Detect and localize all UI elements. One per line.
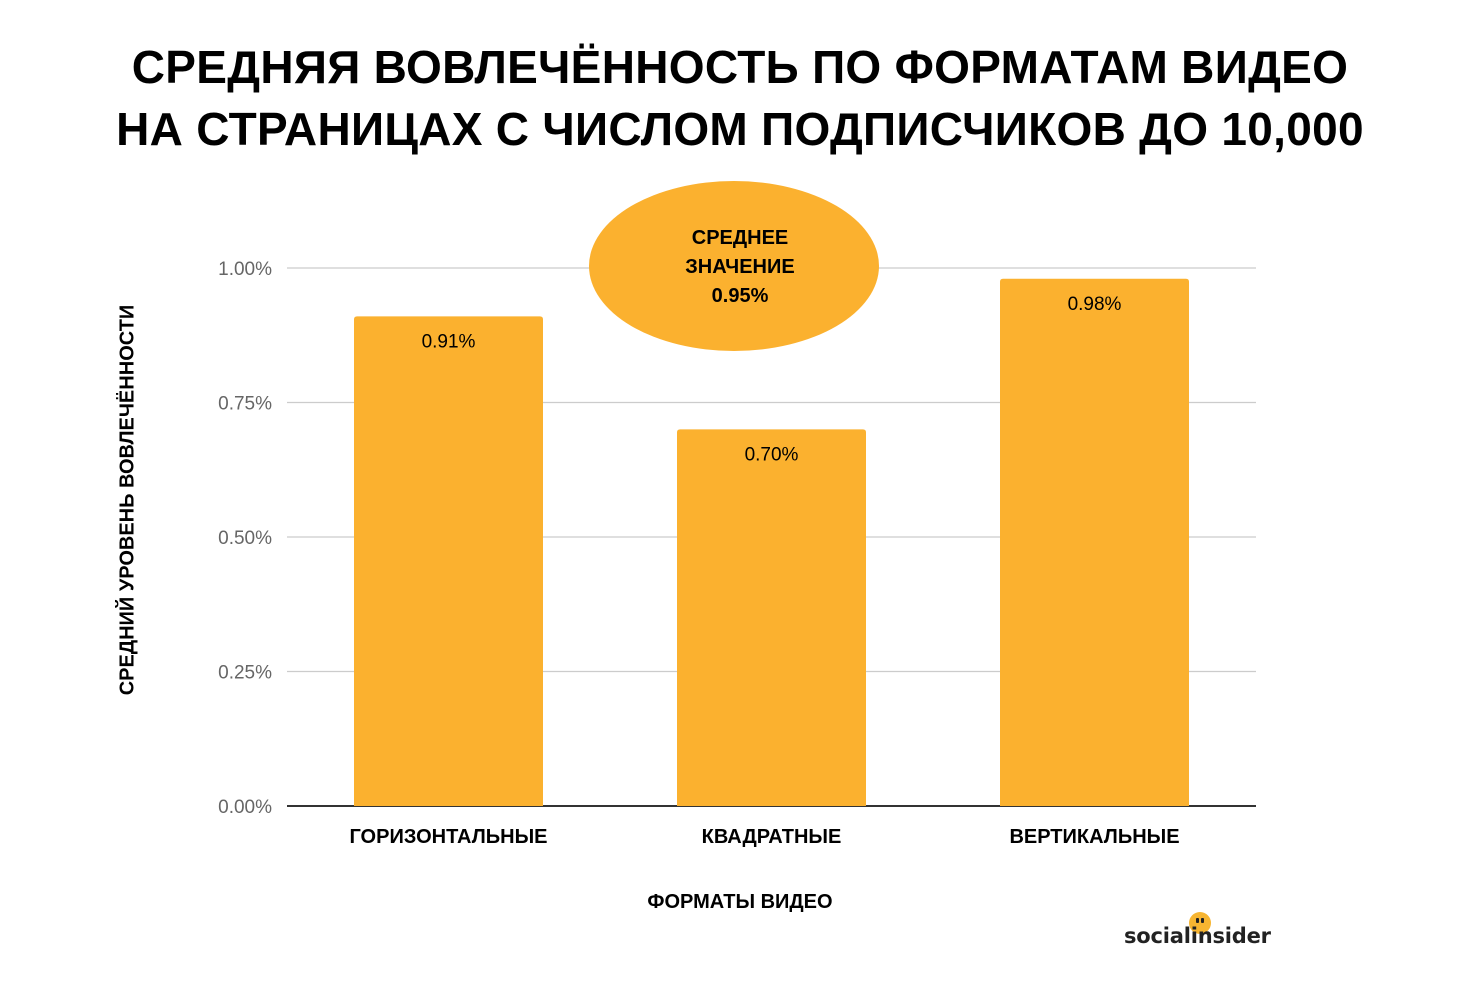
average-annotation-text: ЗНАЧЕНИЕ bbox=[685, 256, 794, 278]
bar bbox=[1000, 278, 1189, 806]
average-annotation-text: СРЕДНЕЕ bbox=[692, 227, 789, 249]
bar bbox=[677, 429, 866, 806]
chart-title: СРЕДНЯЯ ВОВЛЕЧЁННОСТЬ ПО ФОРМАТАМ ВИДЕО … bbox=[0, 36, 1480, 160]
x-axis-categories: ГОРИЗОНТАЛЬНЫЕ КВАДРАТНЫЕ ВЕРТИКАЛЬНЫЕ bbox=[349, 826, 1179, 848]
y-axis-ticks: 0.00% 0.25% 0.50% 0.75% 1.00% bbox=[218, 259, 272, 818]
bar-value-label: 0.91% bbox=[422, 331, 476, 352]
chart-title-line-2: НА СТРАНИЦАХ С ЧИСЛОМ ПОДПИСЧИКОВ ДО 10,… bbox=[116, 103, 1364, 155]
y-tick-label: 0.50% bbox=[218, 528, 272, 549]
logo-text: socialinsider bbox=[1124, 924, 1271, 948]
average-annotation-text: 0.95% bbox=[712, 285, 769, 307]
logo-face-icon bbox=[1189, 912, 1211, 934]
y-tick-label: 0.25% bbox=[218, 663, 272, 684]
average-ellipse bbox=[589, 181, 879, 351]
category-label: ВЕРТИКАЛЬНЫЕ bbox=[1009, 826, 1179, 848]
average-annotation: СРЕДНЕЕ ЗНАЧЕНИЕ 0.95% bbox=[589, 181, 879, 351]
data-labels: 0.91% 0.70% 0.98% bbox=[422, 294, 1122, 466]
socialinsider-logo: socialinsider bbox=[1124, 912, 1294, 958]
x-axis-label: ФОРМАТЫ ВИДЕО bbox=[647, 891, 833, 913]
category-label: КВАДРАТНЫЕ bbox=[702, 826, 842, 848]
y-axis-label: СРЕДНИЙ УРОВЕНЬ ВОВЛЕЧЁННОСТИ bbox=[116, 304, 139, 696]
category-label: ГОРИЗОНТАЛЬНЫЕ bbox=[349, 826, 547, 848]
y-tick-label: 0.75% bbox=[218, 394, 272, 415]
y-tick-label: 0.00% bbox=[218, 797, 272, 818]
bar-value-label: 0.70% bbox=[745, 444, 799, 465]
bars bbox=[354, 278, 1189, 806]
chart-title-line-1: СРЕДНЯЯ ВОВЛЕЧЁННОСТЬ ПО ФОРМАТАМ ВИДЕО bbox=[131, 41, 1349, 93]
bar-value-label: 0.98% bbox=[1068, 294, 1122, 315]
y-tick-label: 1.00% bbox=[218, 259, 272, 280]
bar bbox=[354, 316, 543, 806]
